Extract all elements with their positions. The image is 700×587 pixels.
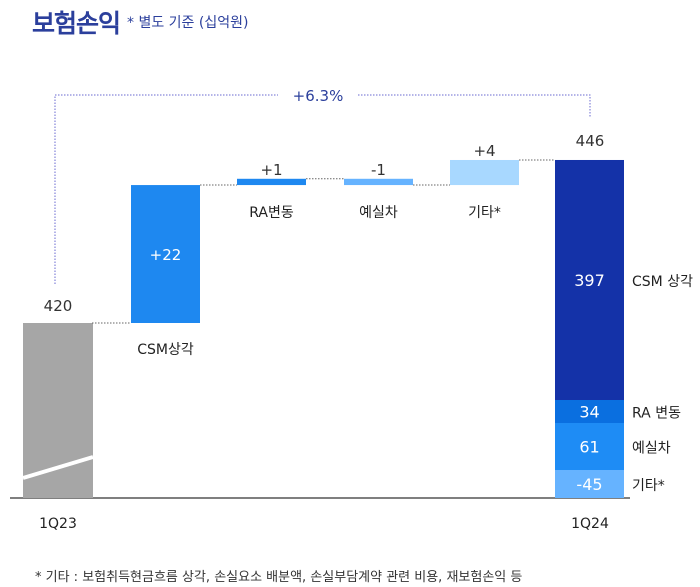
step-category-label: 예실차 bbox=[359, 205, 398, 221]
segment-value-label: -45 bbox=[576, 475, 602, 494]
end-segment bbox=[555, 400, 624, 423]
end-segment bbox=[555, 470, 624, 498]
segment-category-label: CSM 상각 bbox=[632, 274, 693, 290]
segment-category-label: RA 변동 bbox=[632, 406, 681, 422]
segment-category-label: 기타* bbox=[632, 478, 665, 494]
bar-step bbox=[131, 185, 200, 323]
bar-step bbox=[450, 159, 519, 186]
step-value-label: +4 bbox=[473, 142, 495, 160]
segment-category-label: 예실차 bbox=[632, 441, 671, 457]
x-label-start: 1Q23 bbox=[39, 516, 77, 532]
axis-break bbox=[22, 455, 94, 480]
segment-value-label: 397 bbox=[574, 271, 605, 290]
segment-value-label: 34 bbox=[579, 403, 599, 422]
step-category-label: 기타* bbox=[468, 205, 501, 221]
chart-title: 보험손익 bbox=[32, 9, 121, 38]
growth-bracket-right bbox=[358, 94, 591, 118]
bar-start bbox=[23, 323, 93, 498]
bar-step bbox=[237, 178, 306, 186]
end-segment bbox=[555, 159, 624, 400]
growth-bracket-left bbox=[54, 94, 278, 284]
segment-value-label: 61 bbox=[579, 438, 599, 457]
end-value-label: 446 bbox=[576, 132, 605, 150]
bar-step bbox=[344, 178, 413, 186]
step-value-label: +22 bbox=[150, 246, 182, 264]
chart-subtitle: * 별도 기준 (십억원) bbox=[127, 15, 249, 31]
step-category-label: CSM상각 bbox=[137, 342, 194, 358]
growth-label: +6.3% bbox=[293, 87, 344, 105]
end-segment bbox=[555, 423, 624, 470]
footnote: * 기타 : 보험취득현금흐름 상각, 손실요소 배분액, 손실부담계약 관련 … bbox=[35, 570, 523, 585]
step-value-label: +1 bbox=[260, 161, 282, 179]
start-value-label: 420 bbox=[44, 297, 73, 315]
step-value-label: -1 bbox=[371, 161, 386, 179]
step-category-label: RA변동 bbox=[249, 205, 294, 221]
x-label-end: 1Q24 bbox=[571, 516, 609, 532]
